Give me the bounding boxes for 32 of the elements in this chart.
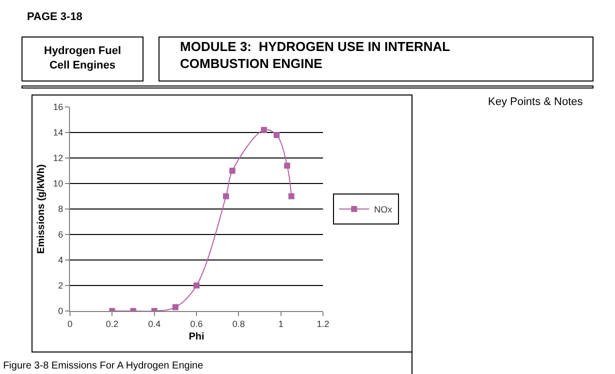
x-tick-label: 0.6 [190, 318, 203, 329]
point [194, 282, 200, 288]
x-tick-label: 0.2 [106, 318, 118, 329]
text: Key Points & Notes [488, 96, 584, 108]
y-axis-title: Emissions (g/kWh) [36, 164, 48, 254]
y-tick-label: 0 [58, 306, 64, 316]
y-tick-label: 14 [53, 128, 64, 138]
x-tick-label: 0.4 [148, 318, 161, 329]
point [229, 168, 236, 174]
point [223, 193, 230, 200]
x-axis-title: Phi [188, 331, 204, 342]
y-tick-label: 4 [58, 255, 64, 266]
y-tick-label: 16 [53, 102, 64, 112]
point [284, 162, 290, 169]
y-tick-label: 10 [53, 178, 64, 189]
y-tick-label: 6 [58, 230, 64, 240]
text: Figure 3-8 Emissions For A Hydrogen Engine [3, 360, 204, 372]
point [260, 126, 267, 133]
text: Hydrogen Fuel Cell Engines [44, 45, 122, 72]
x-tick-label: 1 [278, 318, 284, 329]
legend-label: NOx [374, 204, 393, 215]
point [172, 304, 178, 310]
y-tick-label: 2 [58, 280, 64, 291]
text: MODULE 3: HYDROGEN USE IN INTERNAL COMBUSTION ENGINE [180, 39, 450, 71]
y-tick-label: 8 [58, 204, 64, 214]
x-tick-label: 0 [67, 318, 73, 329]
text: PAGE 3-18 [27, 11, 82, 23]
x-tick-label: 0.8 [232, 318, 245, 329]
x-tick-label: 1.2 [316, 318, 330, 329]
y-tick-label: 12 [53, 153, 64, 164]
point [274, 132, 280, 138]
point [288, 193, 294, 200]
